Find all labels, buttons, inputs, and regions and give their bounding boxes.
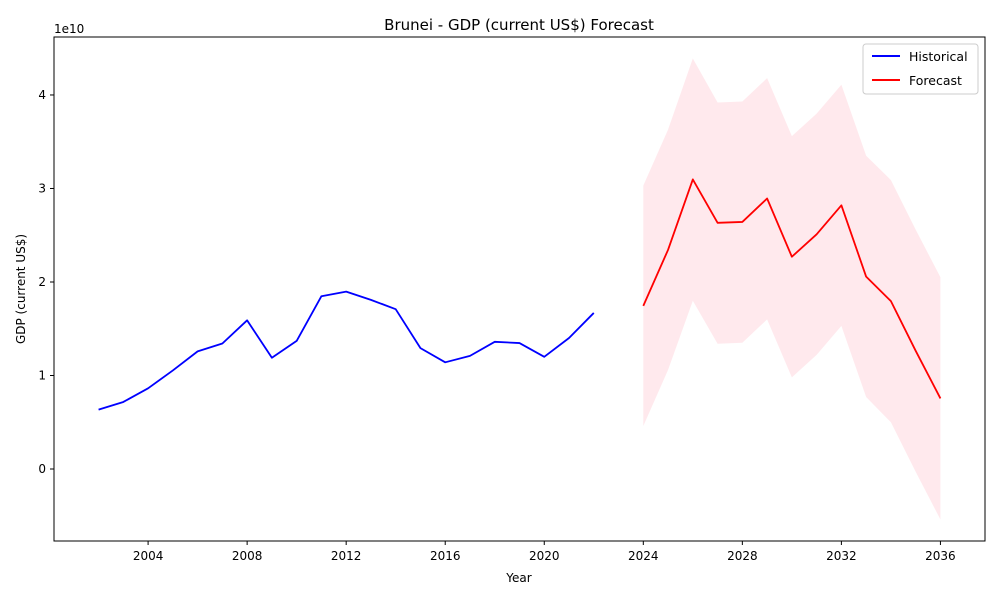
x-axis-ticks: 2004 2008 2012 2016 2020 2024 2028 2032 2036 — [133, 541, 956, 563]
y-tick-label: 3 — [38, 181, 46, 195]
x-tick-label: 2020 — [529, 549, 560, 563]
x-axis-label: Year — [505, 571, 531, 585]
y-tick-label: 2 — [38, 275, 46, 289]
legend-label-forecast: Forecast — [909, 73, 962, 88]
x-tick-label: 2004 — [133, 549, 164, 563]
y-tick-label: 1 — [38, 368, 46, 382]
plot-frame — [53, 36, 986, 542]
legend-label-historical: Historical — [909, 49, 968, 64]
x-tick-label: 2028 — [727, 549, 758, 563]
x-tick-label: 2016 — [430, 549, 461, 563]
y-tick-label: 4 — [38, 88, 46, 102]
y-offset-label: 1e10 — [54, 22, 84, 36]
y-tick-label: 0 — [38, 462, 46, 476]
legend: Historical Forecast — [862, 43, 979, 95]
x-tick-label: 2032 — [826, 549, 857, 563]
x-tick-label: 2024 — [628, 549, 659, 563]
confidence-band-layer — [643, 58, 941, 520]
series-line-historical — [98, 290, 595, 411]
series-line-forecast — [642, 178, 942, 399]
confidence-band — [643, 58, 941, 520]
x-tick-label: 2036 — [925, 549, 956, 563]
x-tick-label: 2012 — [331, 549, 362, 563]
y-axis-ticks: 0 1 2 3 4 — [38, 88, 54, 476]
chart-title: Brunei - GDP (current US$) Forecast — [384, 16, 654, 34]
x-tick-label: 2008 — [232, 549, 263, 563]
y-axis-label: GDP (current US$) — [14, 234, 28, 344]
series-layer — [98, 178, 942, 411]
